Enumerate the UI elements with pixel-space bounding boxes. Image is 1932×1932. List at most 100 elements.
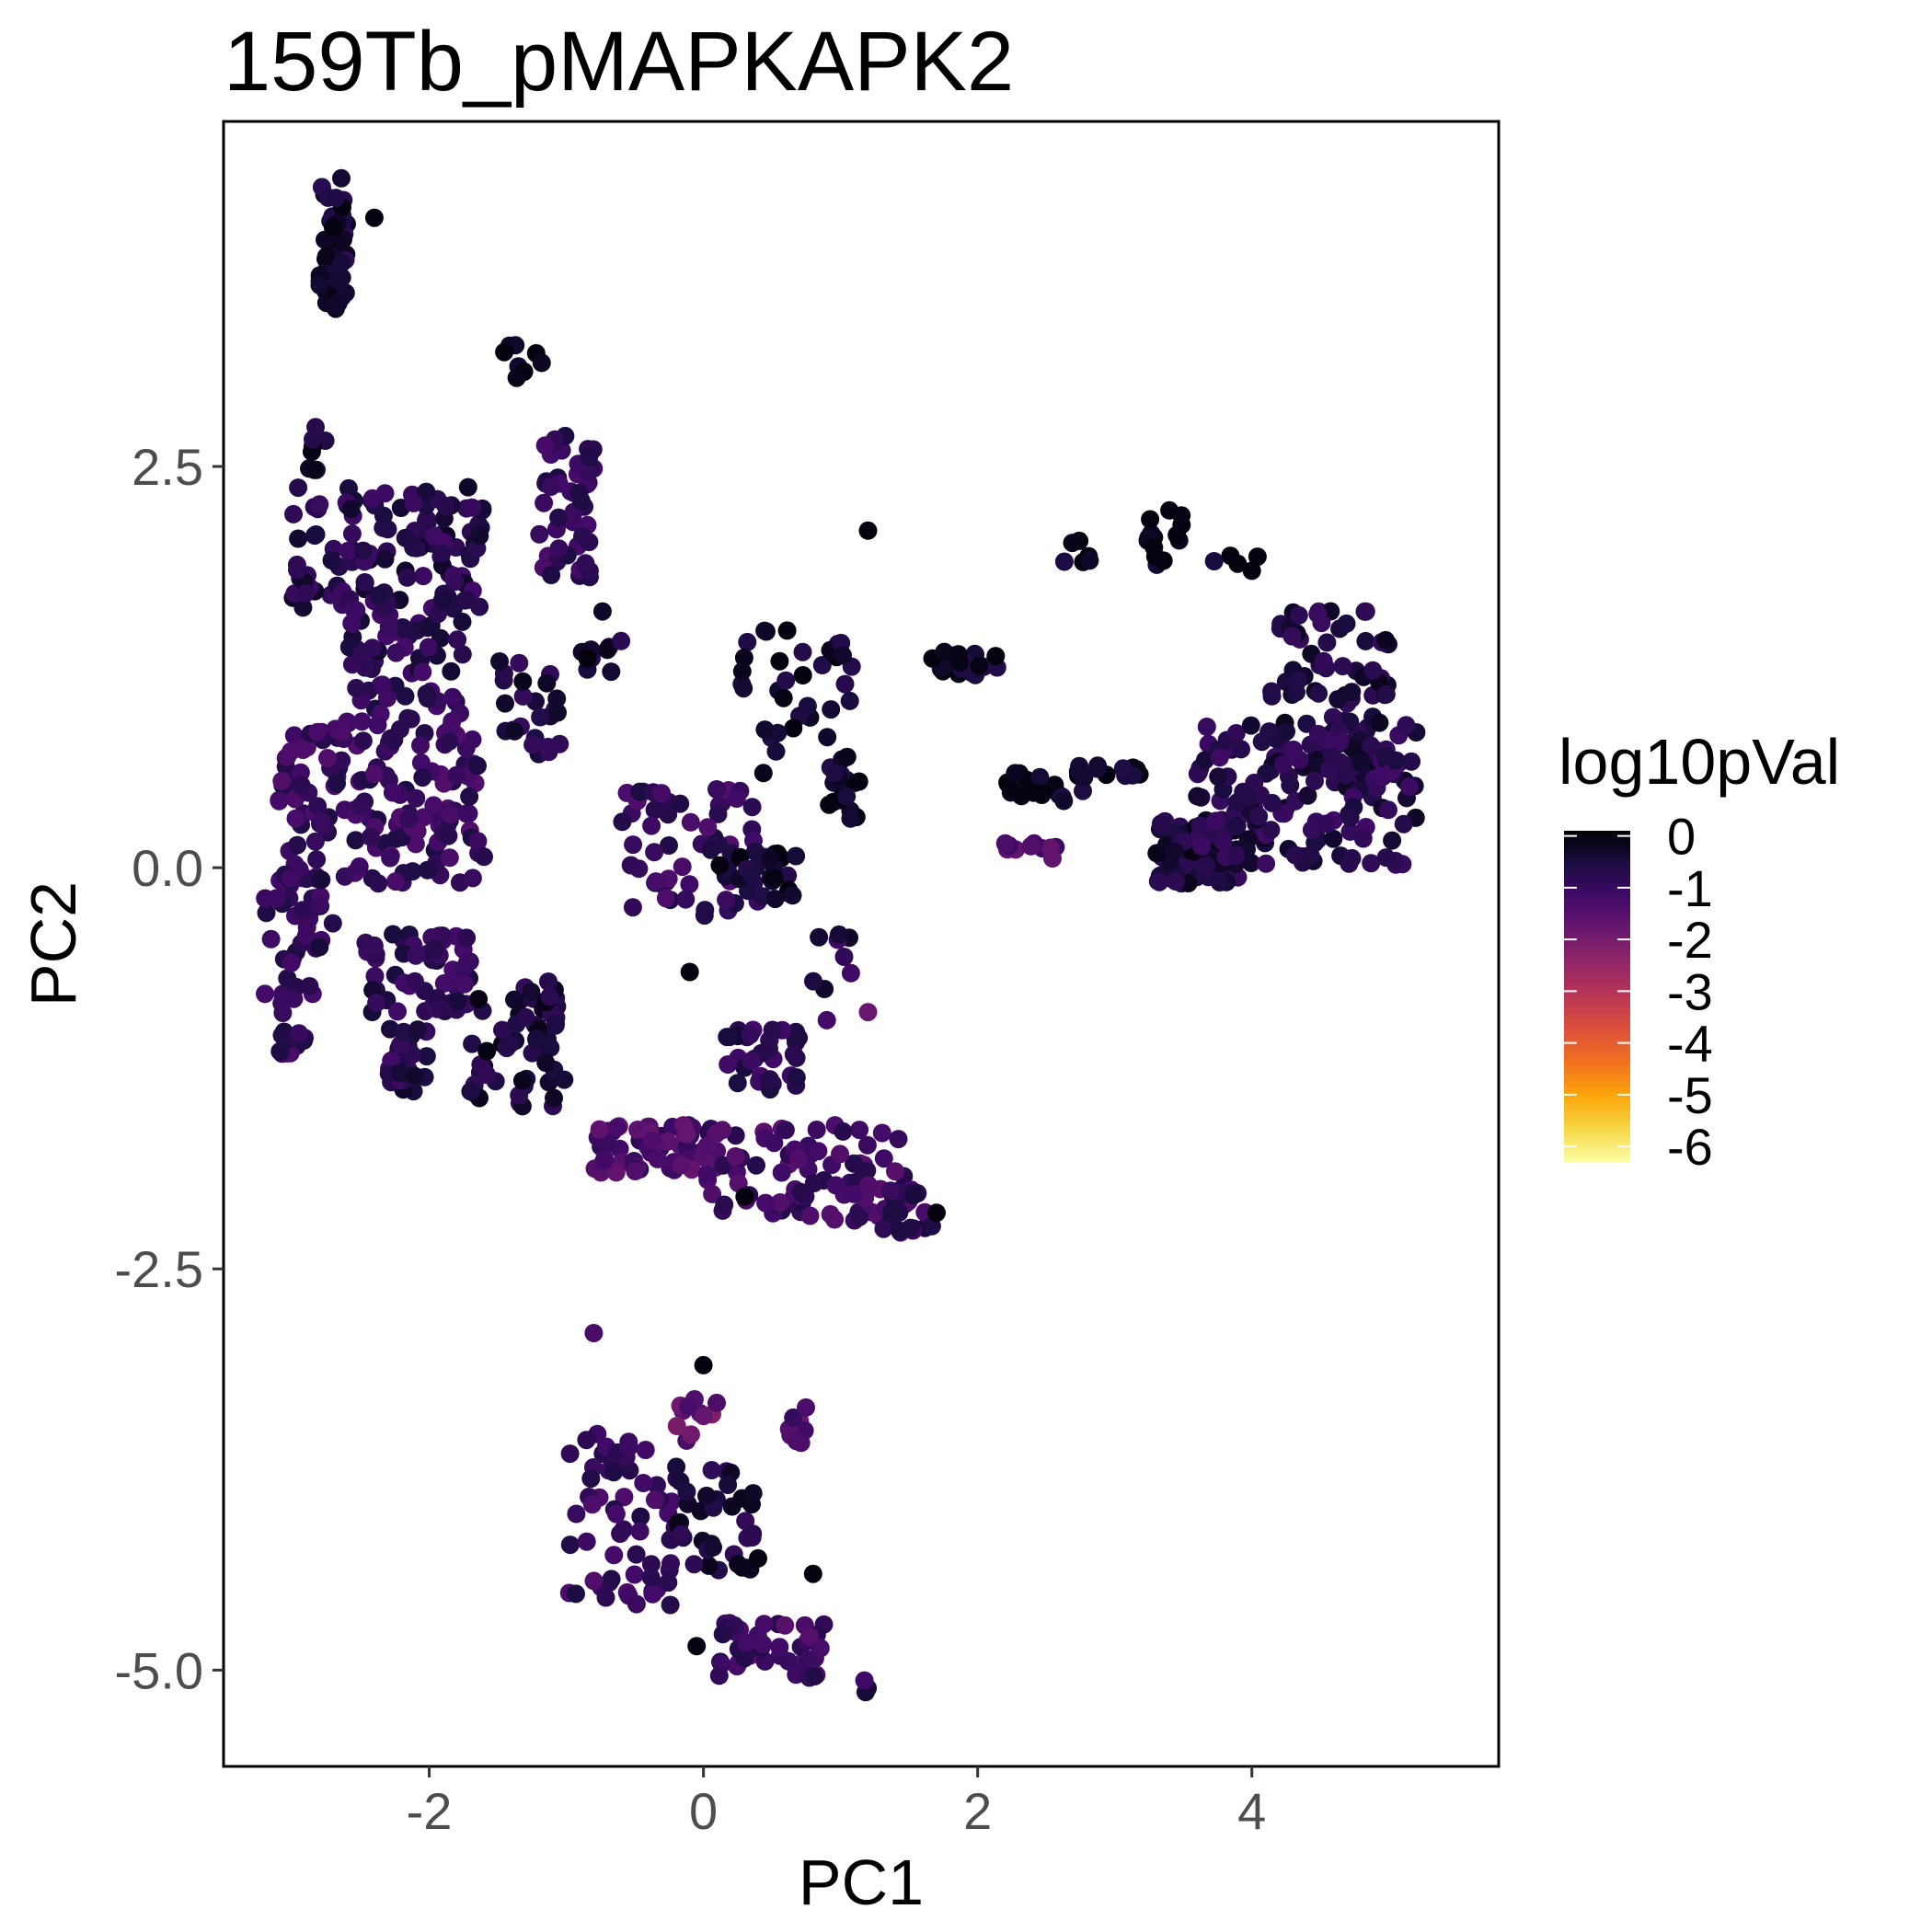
- data-point: [624, 835, 643, 855]
- data-point: [270, 791, 289, 811]
- data-point: [817, 1010, 836, 1029]
- data-point: [604, 1463, 624, 1482]
- data-point: [742, 1528, 762, 1547]
- data-point: [770, 651, 789, 671]
- data-point: [755, 720, 775, 740]
- data-point: [441, 805, 460, 823]
- plot-panel-border: [222, 120, 1501, 1768]
- data-point: [648, 1149, 667, 1168]
- data-point: [841, 963, 860, 983]
- data-point: [567, 1504, 586, 1524]
- data-point: [417, 684, 436, 704]
- y-tick-label: 2.5: [132, 438, 203, 496]
- data-point: [797, 1397, 815, 1417]
- data-point: [364, 208, 384, 227]
- data-point: [397, 568, 417, 587]
- data-point: [270, 1041, 290, 1061]
- data-point: [316, 247, 336, 266]
- data-point: [512, 1071, 532, 1090]
- data-point: [405, 1066, 423, 1086]
- data-point: [290, 1024, 308, 1043]
- data-point: [850, 1207, 869, 1226]
- data-point: [766, 742, 786, 761]
- data-point: [845, 1154, 863, 1173]
- data-point: [765, 868, 784, 888]
- data-point: [707, 1393, 726, 1412]
- data-point: [425, 939, 444, 959]
- data-point: [1054, 552, 1074, 571]
- data-point: [351, 797, 370, 816]
- data-point: [627, 1545, 646, 1564]
- data-point: [584, 1571, 604, 1591]
- data-point: [1305, 771, 1324, 790]
- data-point: [719, 1055, 738, 1074]
- data-point: [660, 836, 678, 855]
- data-point: [784, 1045, 803, 1064]
- data-point: [505, 990, 523, 1009]
- data-point: [734, 649, 753, 667]
- data-point: [822, 700, 841, 719]
- data-point: [1277, 722, 1296, 742]
- data-point: [1226, 724, 1246, 742]
- data-point: [352, 712, 372, 731]
- data-point: [787, 1068, 806, 1087]
- y-axis-title: PC2: [17, 881, 89, 1006]
- data-point: [709, 1666, 729, 1685]
- data-point: [567, 1584, 585, 1604]
- data-point: [699, 1556, 719, 1575]
- data-point: [791, 1182, 811, 1202]
- data-point: [1330, 732, 1350, 752]
- data-point: [765, 890, 785, 909]
- data-point: [749, 1548, 767, 1568]
- data-point: [742, 865, 761, 884]
- data-point: [604, 1546, 624, 1565]
- data-point: [858, 521, 878, 540]
- data-point: [468, 832, 488, 851]
- data-point: [288, 835, 307, 855]
- data-point: [1054, 791, 1074, 811]
- data-point: [527, 1029, 546, 1049]
- data-point: [772, 1163, 791, 1182]
- data-point: [611, 1524, 630, 1543]
- data-point: [1227, 816, 1247, 835]
- data-point: [1333, 657, 1352, 676]
- data-point: [1150, 872, 1169, 891]
- data-point: [442, 717, 461, 736]
- data-point: [1397, 716, 1416, 735]
- data-point: [391, 1064, 409, 1083]
- data-point: [339, 541, 358, 560]
- data-point: [308, 722, 328, 742]
- data-point: [1241, 716, 1260, 735]
- data-point: [697, 1136, 717, 1156]
- data-point: [459, 804, 478, 823]
- data-point: [296, 584, 316, 603]
- data-point: [364, 765, 384, 784]
- data-point: [880, 1181, 900, 1201]
- data-point: [590, 1120, 609, 1139]
- data-point: [454, 960, 473, 979]
- data-point: [549, 539, 569, 558]
- data-point: [1160, 500, 1179, 520]
- data-point: [783, 886, 802, 905]
- data-point: [1080, 551, 1099, 570]
- data-point: [1167, 872, 1185, 891]
- data-point: [417, 1047, 436, 1066]
- data-point: [304, 430, 322, 449]
- data-point: [874, 1219, 893, 1238]
- data-point: [384, 925, 403, 944]
- data-point: [399, 810, 419, 829]
- data-point: [530, 524, 549, 544]
- data-point: [432, 591, 452, 610]
- data-point: [826, 1176, 845, 1195]
- data-point: [1070, 756, 1089, 776]
- data-point: [760, 1070, 779, 1089]
- data-point: [383, 783, 402, 802]
- data-point: [1006, 764, 1025, 783]
- data-point: [569, 483, 589, 502]
- data-point: [546, 1014, 565, 1033]
- data-point: [821, 1204, 840, 1224]
- data-point: [672, 1156, 691, 1175]
- data-point: [613, 812, 632, 832]
- data-point: [541, 477, 560, 496]
- data-point: [322, 551, 341, 569]
